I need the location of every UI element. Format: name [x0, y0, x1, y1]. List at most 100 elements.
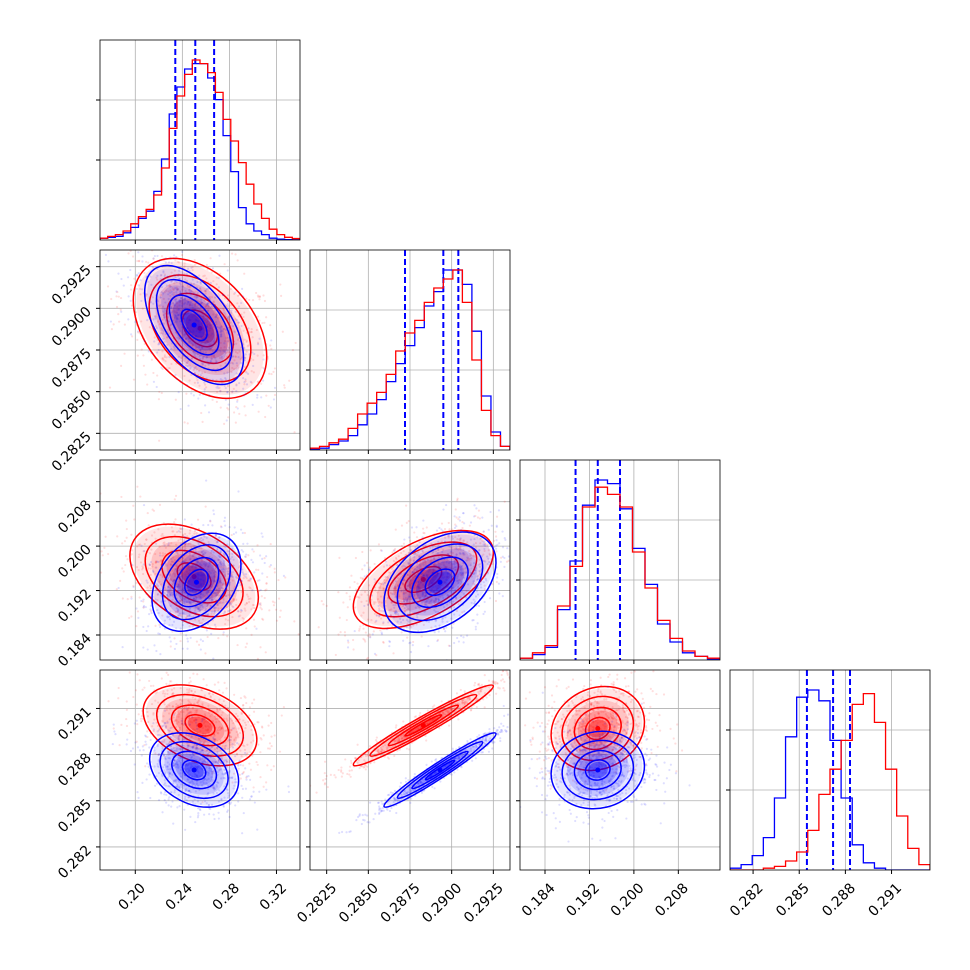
sample-point: [215, 360, 218, 363]
sample-point: [269, 542, 272, 546]
sample-point: [185, 323, 189, 326]
sample-point: [229, 730, 232, 734]
sample-point: [173, 520, 176, 524]
sample-point: [190, 392, 193, 395]
sample-point: [462, 553, 465, 556]
sample-point: [249, 768, 253, 771]
sample-point: [188, 781, 191, 784]
sample-point: [216, 547, 219, 551]
sample-point: [218, 689, 221, 692]
sample-point: [177, 737, 180, 741]
sample-point: [489, 510, 492, 514]
sample-point: [201, 315, 205, 318]
sample-point: [136, 330, 140, 333]
sample-point: [173, 637, 176, 640]
sample-point: [455, 553, 458, 556]
sample-point: [453, 560, 457, 563]
sample-point: [162, 314, 166, 317]
sample-point: [415, 569, 418, 572]
sample-point: [257, 721, 260, 724]
sample-point: [428, 600, 431, 603]
sample-point: [156, 743, 159, 746]
sample-point: [514, 578, 516, 580]
sample-point: [453, 565, 456, 569]
sample-point: [418, 563, 421, 566]
sample-point: [199, 350, 202, 353]
sample-point: [178, 320, 182, 323]
sample-point: [134, 244, 136, 246]
sample-point: [204, 652, 207, 655]
sample-point: [218, 555, 221, 559]
sample-point: [194, 820, 197, 824]
sample-point: [107, 552, 110, 556]
sample-point: [175, 255, 178, 259]
sample-point: [175, 582, 178, 585]
sample-point: [210, 770, 213, 773]
sample-point: [411, 570, 414, 574]
sample-point: [194, 721, 198, 724]
sample-point: [246, 752, 249, 755]
sample-point: [260, 608, 263, 611]
sample-point: [214, 357, 217, 360]
sample-point: [460, 582, 463, 585]
sample-point: [367, 568, 371, 571]
sample-point: [430, 588, 434, 591]
sample-point: [405, 504, 408, 507]
sample-point: [201, 357, 204, 360]
sample-point: [261, 572, 264, 575]
sample-point: [145, 629, 148, 633]
sample-point: [176, 288, 180, 291]
sample-point: [229, 557, 232, 560]
sample-point: [236, 742, 239, 745]
panel-frame: [729, 669, 931, 871]
sample-point: [218, 294, 221, 297]
sample-point: [199, 596, 202, 600]
sample-point: [184, 542, 187, 545]
sample-point: [454, 560, 457, 563]
sample-point: [453, 560, 456, 563]
sample-point: [191, 588, 194, 592]
sample-point: [241, 568, 244, 571]
sample-point: [188, 286, 191, 289]
sample-point: [438, 565, 441, 568]
sample-point: [368, 566, 371, 569]
sample-point: [367, 618, 370, 621]
sample-point: [252, 371, 255, 374]
sample-point: [151, 508, 154, 511]
sample-point: [146, 383, 149, 386]
sample-point: [419, 567, 423, 570]
sample-point: [199, 282, 202, 285]
sample-point: [138, 679, 141, 682]
sample-point: [172, 780, 175, 783]
sample-point: [184, 765, 187, 768]
sample-point: [252, 606, 255, 610]
sample-point: [404, 553, 407, 557]
sample-point: [423, 532, 426, 535]
sample-point: [182, 533, 185, 536]
sample-point: [206, 303, 209, 306]
sample-point: [376, 591, 379, 594]
sample-point: [175, 725, 178, 728]
sample-point: [209, 715, 212, 718]
sample-point: [209, 360, 212, 363]
sample-point: [117, 295, 120, 298]
sample-point: [197, 586, 200, 589]
sample-point: [197, 601, 200, 604]
sample-point: [239, 614, 242, 617]
sample-point: [474, 514, 477, 518]
sample-point: [132, 504, 135, 507]
sample-point: [184, 763, 187, 766]
sample-point: [146, 581, 149, 584]
sample-point: [187, 589, 190, 592]
sample-point: [179, 702, 182, 705]
sample-point: [379, 549, 383, 552]
sample-point: [226, 572, 230, 575]
sample-point: [230, 729, 233, 732]
sample-point: [183, 262, 186, 265]
sample-point: [198, 664, 200, 666]
sample-point: [200, 559, 203, 562]
sample-point: [176, 592, 179, 595]
sample-point: [431, 591, 435, 594]
sample-point: [175, 297, 178, 300]
sample-point: [203, 718, 206, 721]
